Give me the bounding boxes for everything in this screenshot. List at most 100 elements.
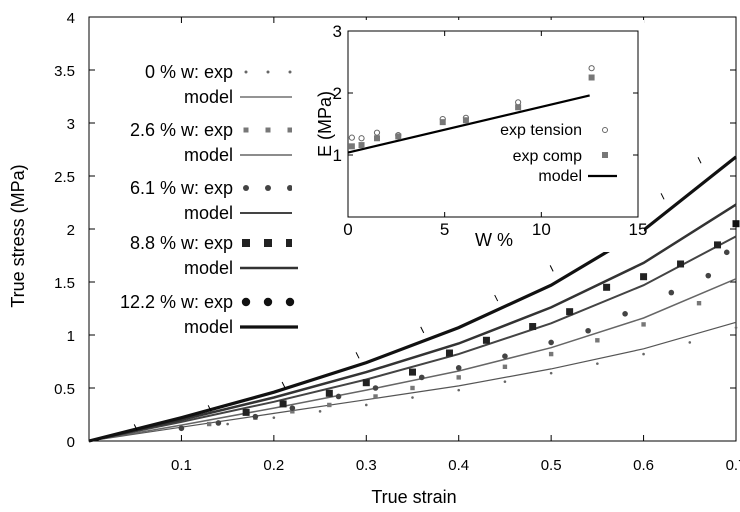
exp-point-61 (335, 393, 342, 400)
exp-point-2-6 (502, 364, 508, 369)
legend-model-label: model (184, 317, 233, 337)
exp-point-8-8 (279, 400, 287, 408)
exp-point-0 (688, 341, 692, 344)
inset-x-tick-label: 0 (343, 220, 352, 239)
legend-exp-symbol (265, 185, 271, 191)
main-axes: 0 0.5 1 1.5 2 2.5 3 3.5 4 0.1 0.2 0.3 0.4 0.5 0.6 0.7 (54, 10, 740, 474)
y-tick-label: 3.5 (54, 63, 75, 80)
exp-point-61 (289, 405, 296, 411)
y-tick-label: 2.5 (54, 169, 75, 186)
exp-point-2-6 (548, 351, 554, 357)
curve-tick-mark (133, 424, 138, 431)
inset-legend-label: exp comp (513, 148, 582, 165)
exp-point-8-8 (677, 260, 685, 268)
legend-exp-symbol (287, 185, 293, 191)
legend-exp-symbol (242, 239, 250, 247)
inset-y-axis-label: E (MPa) (315, 91, 335, 157)
y-tick-label: 3 (67, 116, 75, 133)
legend-exp-symbol (266, 70, 270, 74)
legend-model-label: model (184, 203, 233, 223)
legend-exp-symbol (241, 297, 251, 307)
exp-point-61 (178, 425, 185, 432)
inset-tension-point (588, 65, 595, 72)
exp-point-0 (642, 352, 645, 356)
inset-y-tick-label: 1 (333, 146, 342, 165)
curve-tick-mark (355, 352, 360, 359)
inset-comp-point (358, 142, 365, 149)
curve-tick-mark (697, 157, 702, 164)
exp-point-8-8 (603, 283, 611, 291)
exp-point-8-8 (566, 308, 574, 316)
inset-legend-tension-symbol (602, 127, 608, 133)
inset-model-line (347, 94, 590, 154)
legend-exp-label: 8.8 % w: exp (130, 233, 233, 253)
legend-exp-symbol (264, 239, 272, 247)
exp-point-0 (503, 380, 507, 383)
x-tick-label: 0.4 (448, 457, 469, 474)
exp-point-0 (364, 403, 368, 407)
exp-point-61 (372, 385, 379, 391)
x-tick-label: 0.3 (356, 457, 377, 474)
exp-point-0 (411, 396, 414, 399)
exp-point-0 (734, 326, 738, 329)
exp-point-12-2 (732, 220, 740, 228)
legend-exp-label: 12.2 % w: exp (120, 292, 233, 312)
exp-point-61 (455, 365, 462, 371)
legend-exp-symbol (285, 297, 295, 307)
exp-point-2-6 (327, 402, 332, 408)
x-tick-label: 0.1 (171, 457, 192, 474)
exp-point-61 (252, 413, 259, 420)
y-tick-label: 1 (67, 328, 75, 345)
inset-legend-comp-symbol (602, 152, 608, 158)
legend-exp-symbol (243, 185, 249, 191)
inset-comp-point (515, 104, 522, 111)
exp-point-61 (705, 272, 712, 279)
inset-x-axis-label: W % (475, 230, 513, 250)
x-tick-label: 0.7 (726, 457, 740, 474)
exp-point-0 (457, 388, 461, 392)
inset-chart: 1 2 3 0 5 10 15 W % E (MPa) exp tension exp comp mo… (292, 20, 647, 252)
exp-point-2-6 (206, 421, 212, 427)
model-curve-0 (88, 321, 737, 442)
legend-model-label: model (184, 258, 233, 278)
exp-point-61 (502, 353, 508, 360)
inset-comp-point (439, 119, 446, 126)
y-tick-label: 1.5 (54, 275, 75, 292)
curve-tick-mark (281, 381, 286, 389)
exp-point-8-8 (445, 349, 453, 357)
legend-exp-symbol (265, 127, 271, 133)
inset-comp-point (374, 135, 380, 142)
model-curve-88 (88, 203, 737, 443)
legend-exp-symbol (244, 70, 248, 74)
exp-point-2-6 (373, 394, 378, 399)
legend-exp-symbol (288, 70, 292, 74)
exp-point-0 (596, 362, 599, 365)
inset-tension-point (358, 135, 365, 142)
exp-point-61 (215, 420, 222, 426)
exp-point-8-8 (409, 368, 416, 376)
exp-point-61 (668, 289, 675, 296)
exp-point-61 (723, 249, 730, 256)
inset-comp-point (588, 74, 595, 81)
y-tick-label: 2 (67, 222, 75, 239)
y-tick-label: 0.5 (54, 381, 75, 398)
inset-y-tick-label: 2 (333, 84, 342, 103)
inset-x-tick-label: 15 (629, 220, 648, 239)
legend-exp-label: 0 % w: exp (145, 62, 233, 82)
inset-x-tick-label: 10 (532, 220, 551, 239)
inset-tension-point (348, 134, 355, 141)
curve-tick-mark (660, 193, 665, 200)
main-legend: 0 % w: exp model 2.6 % w: exp model 6.1 % w:… (120, 62, 298, 337)
exp-point-8-8 (640, 273, 648, 281)
exp-point-2-6 (410, 385, 415, 391)
exp-point-2-6 (595, 338, 600, 343)
inset-comp-point (348, 143, 355, 150)
exp-point-2-6 (696, 301, 702, 306)
inset-legend-label: model (538, 168, 582, 185)
exp-point-0 (272, 416, 276, 419)
x-tick-label: 0.2 (263, 457, 284, 474)
exp-point-8-8 (362, 379, 370, 387)
model-curve-61 (88, 235, 737, 442)
exp-point-2-6 (290, 409, 295, 414)
inset-x-tick-label: 5 (440, 220, 449, 239)
